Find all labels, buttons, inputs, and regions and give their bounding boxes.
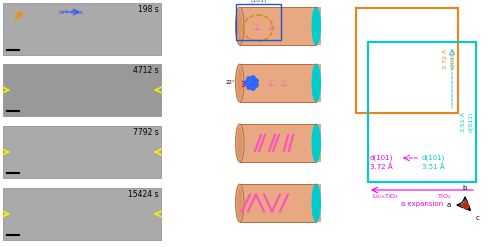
Ellipse shape	[237, 67, 242, 99]
Bar	[240, 7, 320, 45]
Text: ⊥: ⊥	[252, 22, 260, 32]
Text: 198 s: 198 s	[138, 5, 159, 14]
Bar	[236, 4, 281, 40]
Bar	[3, 3, 161, 55]
Bar	[3, 64, 161, 116]
Ellipse shape	[312, 124, 320, 162]
Text: ⊥: ⊥	[266, 79, 274, 87]
Ellipse shape	[236, 7, 244, 45]
Ellipse shape	[237, 10, 242, 42]
Text: TiO$_2$: TiO$_2$	[437, 192, 452, 201]
Text: 7792 s: 7792 s	[133, 128, 159, 137]
Bar	[240, 64, 320, 102]
Text: a expansion: a expansion	[401, 201, 443, 207]
Bar	[240, 184, 320, 222]
Ellipse shape	[237, 187, 242, 219]
Text: a: a	[447, 202, 451, 208]
Text: c: c	[476, 215, 480, 221]
Circle shape	[251, 86, 255, 90]
Ellipse shape	[236, 184, 244, 222]
Text: ⊥: ⊥	[279, 79, 287, 87]
Text: (101): (101)	[250, 0, 266, 3]
Text: Li$_{0.5}$TiO$_2$: Li$_{0.5}$TiO$_2$	[372, 192, 399, 201]
Text: d(101): d(101)	[370, 154, 394, 161]
Text: ⊥: ⊥	[266, 22, 274, 32]
Text: 3.72 Å: 3.72 Å	[443, 48, 448, 69]
Text: 3.51 Å: 3.51 Å	[461, 112, 466, 132]
Text: 22°: 22°	[225, 80, 235, 84]
Ellipse shape	[312, 7, 320, 45]
Bar	[368, 42, 476, 182]
Ellipse shape	[312, 64, 320, 102]
Text: 15424 s: 15424 s	[128, 190, 159, 199]
Ellipse shape	[312, 184, 320, 222]
Text: d(011): d(011)	[451, 48, 456, 69]
Text: Li$^+$ flux: Li$^+$ flux	[58, 8, 84, 17]
Text: d(101): d(101)	[422, 154, 446, 161]
Bar	[3, 126, 161, 178]
Bar	[3, 188, 161, 240]
Bar	[356, 8, 458, 113]
Ellipse shape	[236, 124, 244, 162]
Circle shape	[251, 76, 255, 80]
Circle shape	[247, 85, 251, 89]
Circle shape	[244, 81, 248, 85]
Circle shape	[250, 81, 254, 85]
Circle shape	[254, 79, 258, 83]
Text: 4712 s: 4712 s	[134, 66, 159, 75]
Text: d(011): d(011)	[469, 112, 474, 132]
Ellipse shape	[237, 127, 242, 159]
Circle shape	[247, 77, 251, 81]
Bar	[240, 124, 320, 162]
Text: 3.72 Å: 3.72 Å	[370, 163, 393, 170]
Ellipse shape	[236, 64, 244, 102]
Text: b: b	[463, 185, 467, 191]
Text: 3.51 Å: 3.51 Å	[422, 163, 445, 170]
Circle shape	[254, 83, 258, 87]
